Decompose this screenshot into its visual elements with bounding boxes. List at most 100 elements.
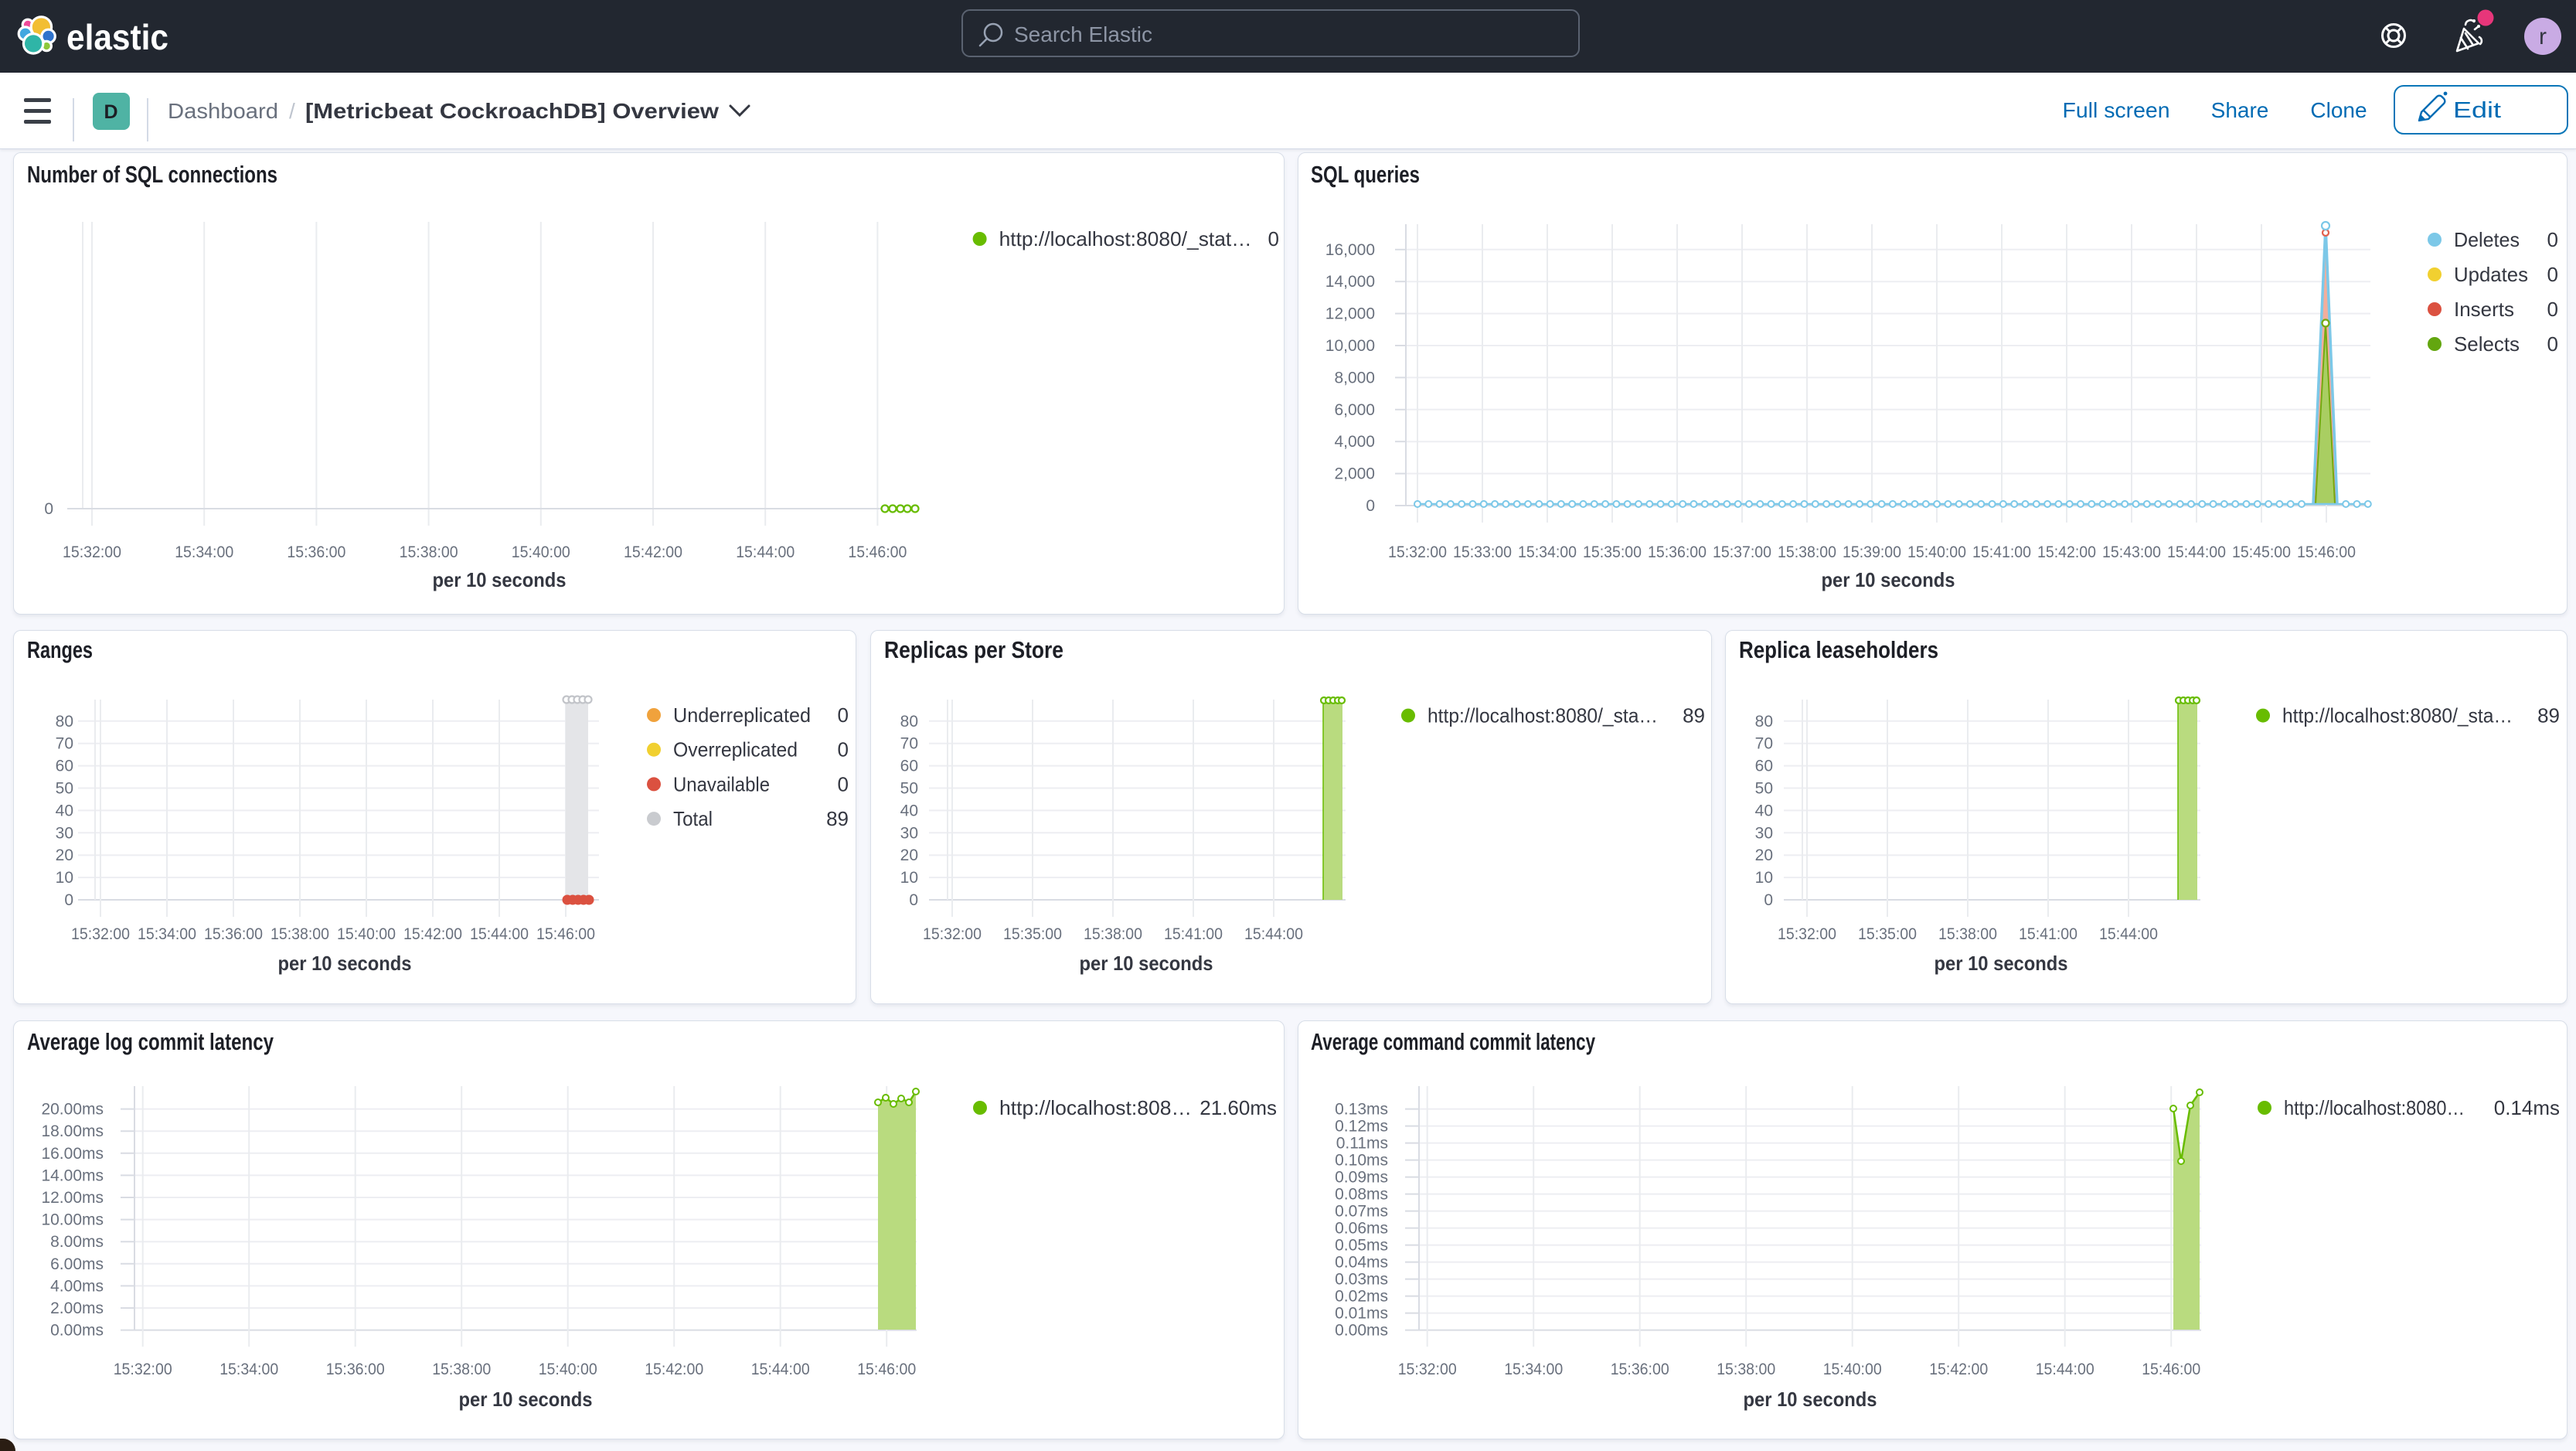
svg-text:10.00ms: 10.00ms — [41, 1211, 104, 1229]
svg-text:15:32:00: 15:32:00 — [114, 1361, 172, 1378]
svg-text:15:46:00: 15:46:00 — [2297, 543, 2356, 561]
svg-text:30: 30 — [1755, 824, 1773, 842]
svg-text:60: 60 — [900, 758, 918, 775]
svg-text:70: 70 — [56, 735, 73, 753]
svg-text:SQL queries: SQL queries — [1311, 161, 1420, 188]
svg-text:15:44:00: 15:44:00 — [736, 543, 795, 561]
svg-text:Updates: Updates — [2454, 263, 2528, 286]
svg-text:15:44:00: 15:44:00 — [751, 1361, 810, 1378]
svg-text:10: 10 — [900, 869, 918, 887]
svg-text:0: 0 — [44, 500, 53, 518]
svg-text:50: 50 — [900, 780, 918, 798]
svg-text:0: 0 — [2547, 332, 2558, 356]
svg-text:15:44:00: 15:44:00 — [470, 925, 529, 943]
svg-text:Inserts: Inserts — [2454, 298, 2514, 321]
svg-text:10: 10 — [1755, 869, 1773, 887]
svg-text:per 10 seconds: per 10 seconds — [433, 568, 567, 591]
svg-text:Edit: Edit — [2453, 98, 2501, 123]
svg-text:15:40:00: 15:40:00 — [512, 543, 570, 561]
svg-text:15:40:00: 15:40:00 — [1907, 543, 1966, 561]
svg-text:6.00ms: 6.00ms — [50, 1255, 104, 1273]
svg-text:15:46:00: 15:46:00 — [857, 1361, 916, 1378]
svg-text:0: 0 — [1268, 227, 1279, 250]
svg-text:0.00ms: 0.00ms — [1335, 1322, 1388, 1340]
svg-text:0: 0 — [64, 891, 73, 909]
svg-text:4,000: 4,000 — [1334, 433, 1375, 451]
svg-text:15:36:00: 15:36:00 — [204, 925, 263, 943]
svg-text:per 10 seconds: per 10 seconds — [278, 952, 412, 975]
svg-text:80: 80 — [1755, 713, 1773, 731]
svg-text:15:46:00: 15:46:00 — [2142, 1361, 2200, 1378]
svg-text:0.09ms: 0.09ms — [1335, 1169, 1388, 1187]
svg-text:elastic: elastic — [66, 17, 168, 57]
svg-text:15:37:00: 15:37:00 — [1713, 543, 1771, 561]
svg-text:15:34:00: 15:34:00 — [219, 1361, 278, 1378]
svg-text:Replicas per Store: Replicas per Store — [884, 636, 1063, 663]
svg-text:Replica leaseholders: Replica leaseholders — [1739, 636, 1938, 663]
svg-text:15:32:00: 15:32:00 — [923, 925, 982, 943]
svg-text:16.00ms: 16.00ms — [41, 1145, 104, 1163]
svg-text:http://localhost:8080/_stat…: http://localhost:8080/_stat… — [999, 227, 1252, 250]
svg-text:20: 20 — [900, 846, 918, 864]
svg-text:Overreplicated: Overreplicated — [673, 738, 798, 761]
svg-text:15:38:00: 15:38:00 — [400, 543, 458, 561]
svg-text:[Metricbeat CockroachDB] Overv: [Metricbeat CockroachDB] Overview — [305, 99, 719, 123]
svg-text:Unavailable: Unavailable — [673, 772, 770, 795]
svg-text:50: 50 — [1755, 780, 1773, 798]
svg-text:50: 50 — [56, 780, 73, 798]
svg-text:30: 30 — [900, 824, 918, 842]
svg-text:16,000: 16,000 — [1325, 241, 1375, 259]
svg-text:80: 80 — [56, 713, 73, 731]
svg-text:15:45:00: 15:45:00 — [2232, 543, 2291, 561]
svg-text:15:42:00: 15:42:00 — [2037, 543, 2096, 561]
svg-text:15:42:00: 15:42:00 — [624, 543, 682, 561]
svg-text:80: 80 — [900, 713, 918, 731]
svg-text:15:34:00: 15:34:00 — [1518, 543, 1577, 561]
svg-text:0.14ms: 0.14ms — [2494, 1096, 2560, 1119]
svg-text:15:38:00: 15:38:00 — [1717, 1361, 1775, 1378]
svg-text:20: 20 — [1755, 846, 1773, 864]
svg-text:15:33:00: 15:33:00 — [1453, 543, 1512, 561]
svg-text:0.11ms: 0.11ms — [1336, 1135, 1388, 1153]
svg-text:40: 40 — [900, 802, 918, 819]
svg-text:0.06ms: 0.06ms — [1335, 1220, 1388, 1238]
svg-text:http://localhost:8080/_sta…: http://localhost:8080/_sta… — [2282, 704, 2513, 727]
svg-text:Selects: Selects — [2454, 332, 2520, 356]
svg-text:2,000: 2,000 — [1334, 465, 1375, 483]
svg-text:8,000: 8,000 — [1334, 369, 1375, 387]
svg-text:15:32:00: 15:32:00 — [1398, 1361, 1457, 1378]
svg-text:14.00ms: 14.00ms — [41, 1167, 104, 1184]
svg-text:15:42:00: 15:42:00 — [1929, 1361, 1988, 1378]
svg-text:0.03ms: 0.03ms — [1335, 1271, 1388, 1289]
svg-text:21.60ms: 21.60ms — [1200, 1096, 1277, 1119]
svg-text:15:36:00: 15:36:00 — [287, 543, 345, 561]
svg-text:15:32:00: 15:32:00 — [1778, 925, 1836, 943]
svg-text:15:38:00: 15:38:00 — [271, 925, 329, 943]
svg-text:0.10ms: 0.10ms — [1335, 1152, 1388, 1170]
svg-text:40: 40 — [56, 802, 73, 819]
svg-text:30: 30 — [56, 824, 73, 842]
svg-text:12,000: 12,000 — [1325, 305, 1375, 323]
svg-text:15:34:00: 15:34:00 — [175, 543, 233, 561]
svg-text:15:35:00: 15:35:00 — [1003, 925, 1062, 943]
svg-text:0: 0 — [1764, 891, 1773, 909]
svg-text:70: 70 — [900, 735, 918, 753]
svg-text:0.07ms: 0.07ms — [1335, 1203, 1388, 1221]
svg-text:per 10 seconds: per 10 seconds — [1935, 952, 2068, 975]
svg-text:18.00ms: 18.00ms — [41, 1122, 104, 1140]
svg-text:Share: Share — [2211, 98, 2269, 122]
svg-text:60: 60 — [1755, 758, 1773, 775]
svg-text:r: r — [2539, 24, 2547, 49]
svg-text:15:36:00: 15:36:00 — [1648, 543, 1707, 561]
svg-text:0: 0 — [838, 738, 849, 761]
svg-text:Dashboard: Dashboard — [168, 99, 278, 123]
svg-text:per 10 seconds: per 10 seconds — [1080, 952, 1213, 975]
svg-text:Ranges: Ranges — [27, 636, 93, 663]
svg-text:15:46:00: 15:46:00 — [848, 543, 907, 561]
svg-text:0.02ms: 0.02ms — [1335, 1288, 1388, 1306]
svg-text:0.12ms: 0.12ms — [1335, 1118, 1388, 1136]
svg-text:0: 0 — [2547, 298, 2558, 321]
svg-text:15:42:00: 15:42:00 — [403, 925, 462, 943]
svg-text:0.00ms: 0.00ms — [50, 1322, 104, 1340]
svg-text:15:40:00: 15:40:00 — [337, 925, 396, 943]
